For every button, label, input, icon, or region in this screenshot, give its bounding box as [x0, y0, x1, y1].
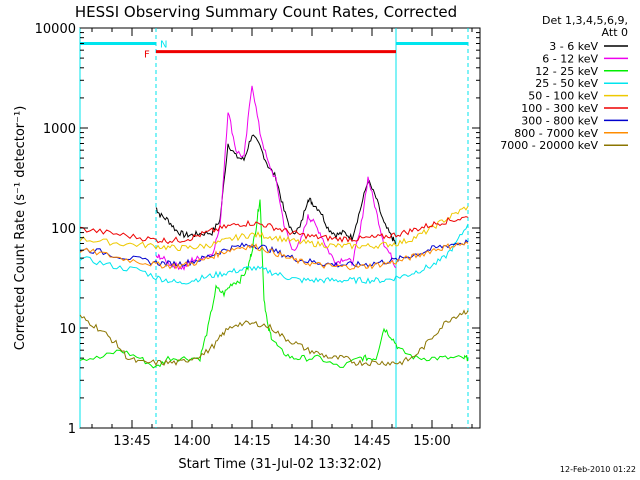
- legend-label: 25 - 50 keV: [535, 77, 598, 90]
- y-tick-label: 1000: [43, 122, 76, 137]
- x-tick-label: 15:00: [413, 434, 450, 449]
- legend-label: 300 - 800 keV: [521, 114, 598, 127]
- y-tick-label: 1: [68, 422, 76, 437]
- legend-label: 3 - 6 keV: [549, 40, 598, 53]
- legend-label: 100 - 300 keV: [521, 102, 598, 115]
- legend-header-detectors: Det 1,3,4,5,6,9,: [542, 14, 628, 27]
- series-line: [79, 199, 469, 369]
- series-line: [79, 216, 469, 245]
- x-axis-label: Start Time (31-Jul-02 13:32:02): [178, 457, 381, 472]
- x-tick-label: 14:45: [353, 434, 390, 449]
- series-line: [79, 239, 469, 268]
- x-tick-label: 14:00: [173, 434, 210, 449]
- series-marks: NF: [79, 28, 469, 428]
- legend-label: 7000 - 20000 keV: [500, 139, 598, 152]
- series-line: [79, 206, 469, 251]
- y-tick-label: 10: [59, 322, 76, 337]
- legend-label: 12 - 25 keV: [535, 65, 598, 78]
- y-tick-label: 100: [51, 222, 76, 237]
- series-line: [79, 241, 469, 271]
- series-line: [155, 85, 397, 271]
- plot-area: [79, 27, 481, 429]
- x-tick-label: 14:15: [233, 434, 270, 449]
- plot-border: [79, 27, 481, 429]
- legend-header-attenuator: Att 0: [602, 26, 628, 39]
- axes: 1 10 100 1000 10000 13:45 14:00 14:15 14:30 14:45…: [35, 22, 480, 449]
- date-stamp: 12-Feb-2010 01:22: [560, 465, 636, 474]
- series-line: [79, 223, 469, 285]
- chart-title: HESSI Observing Summary Count Rates, Cor…: [75, 3, 457, 21]
- marker-flare-label: F: [144, 50, 150, 61]
- y-tick-label: 10000: [35, 22, 76, 37]
- series-line: [155, 134, 397, 244]
- x-tick-label: 13:45: [113, 434, 150, 449]
- legend-label: 6 - 12 keV: [542, 52, 598, 65]
- y-axis-label: Corrected Count Rate (s⁻¹ detector⁻¹): [13, 106, 28, 351]
- series-line: [79, 309, 469, 367]
- marker-night-label: N: [160, 39, 167, 50]
- x-tick-label: 14:30: [293, 434, 330, 449]
- legend-label: 50 - 100 keV: [528, 90, 598, 103]
- legend-label: 800 - 7000 keV: [514, 127, 598, 140]
